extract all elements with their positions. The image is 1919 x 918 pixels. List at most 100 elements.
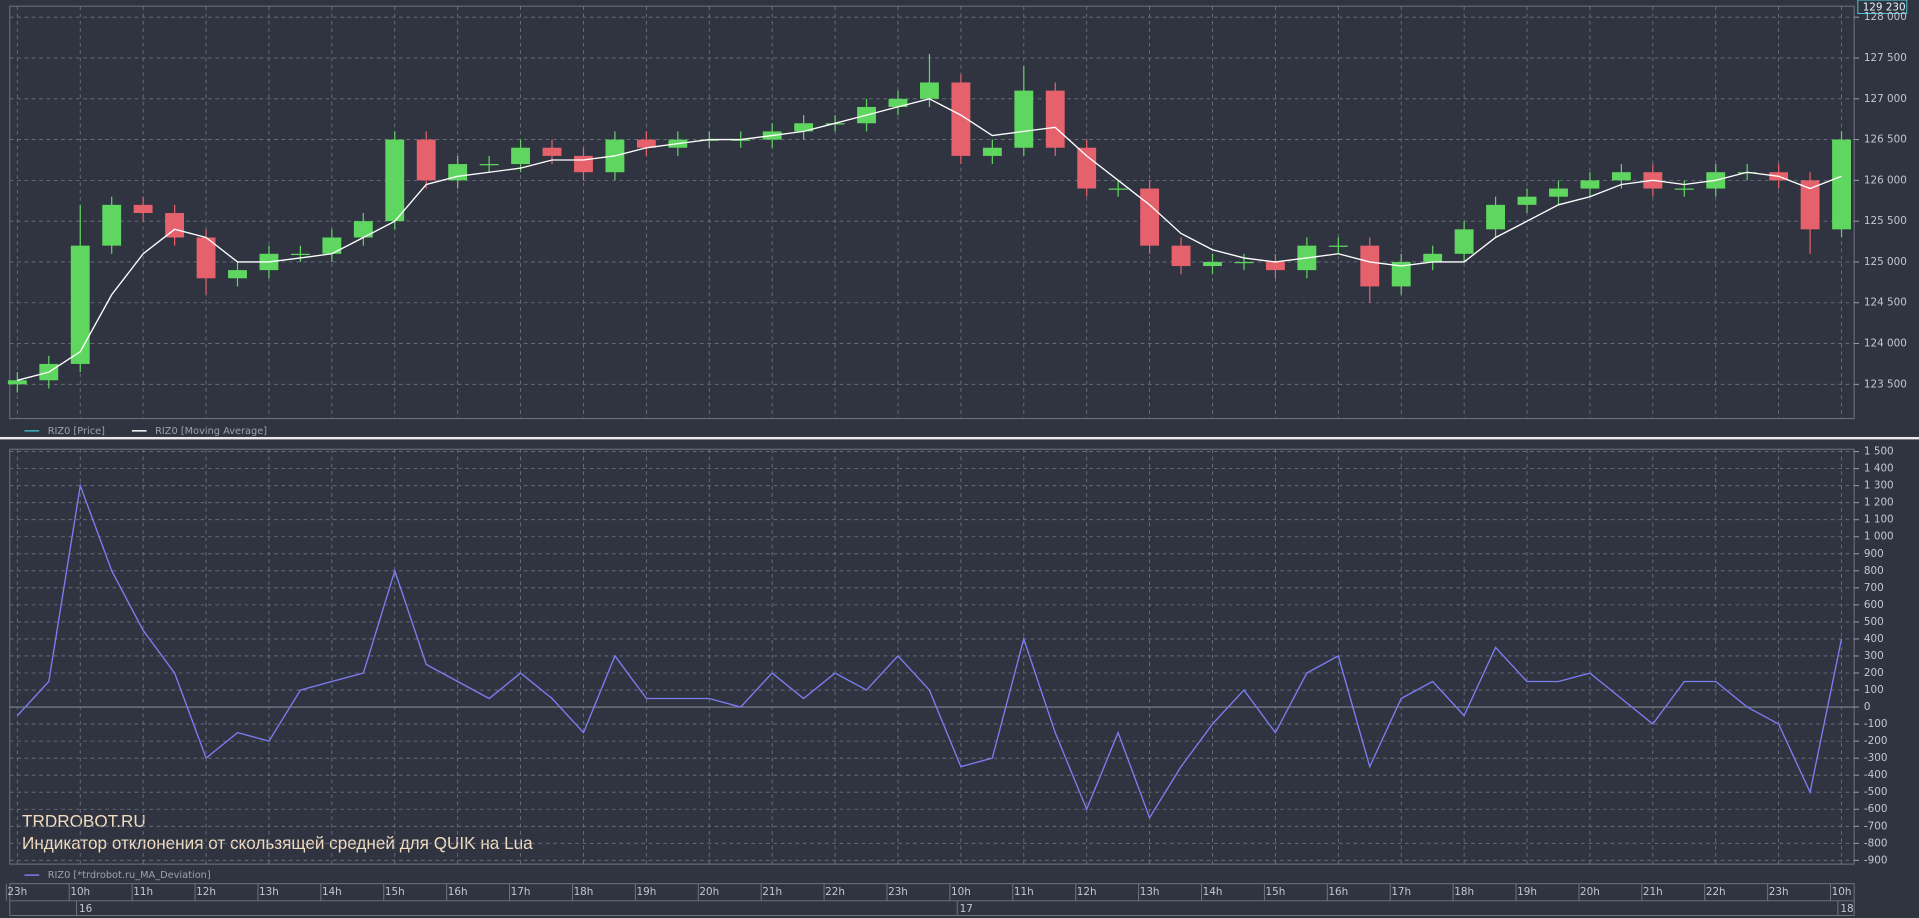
- x-tick-label: 16h: [448, 886, 468, 898]
- y-tick-label: -600: [1864, 803, 1888, 815]
- y-tick-label: 128 000: [1864, 11, 1907, 23]
- candle-body: [70, 245, 90, 364]
- y-tick-label: -400: [1864, 769, 1888, 781]
- legend-label: RIZ0 [Moving Average]: [155, 426, 267, 437]
- y-tick-label: 1 300: [1864, 480, 1894, 492]
- x-tick-label: 21h: [762, 886, 782, 898]
- x-tick-label: 22h: [825, 886, 845, 898]
- candle-body: [353, 221, 373, 238]
- candle-body: [1486, 204, 1506, 230]
- candle-body: [920, 82, 939, 99]
- candle-body: [1077, 147, 1097, 189]
- candle-body: [1014, 90, 1034, 148]
- candle-body: [479, 164, 499, 166]
- x-tick-label: 22h: [1706, 886, 1726, 898]
- candle-body: [1108, 188, 1128, 190]
- candle-body: [7, 380, 27, 385]
- y-tick-label: 200: [1864, 667, 1884, 679]
- y-tick-label: 126 500: [1864, 134, 1907, 146]
- x-tick-label: 17h: [1391, 886, 1411, 898]
- y-tick-label: -800: [1864, 837, 1888, 849]
- y-tick-label: 123 500: [1864, 378, 1907, 390]
- x-tick-label: 18h: [574, 886, 594, 898]
- y-tick-label: 127 000: [1864, 93, 1907, 105]
- candle-body: [1360, 245, 1380, 287]
- x-tick-label: 12h: [1077, 886, 1097, 898]
- y-tick-label: 124 000: [1864, 338, 1907, 350]
- candle-body: [1265, 261, 1285, 271]
- y-tick-label: 1 100: [1864, 514, 1894, 526]
- legend-label: RIZ0 [Price]: [48, 426, 105, 437]
- candle-body: [1045, 90, 1065, 148]
- x-tick-label: 10h: [951, 886, 971, 898]
- price-pane: [9, 5, 1855, 420]
- y-tick-label: -100: [1864, 718, 1888, 730]
- candle-body: [196, 237, 216, 279]
- y-tick-label: 400: [1864, 633, 1884, 645]
- last-price-box: [1857, 0, 1908, 15]
- line-series: [17, 98, 1842, 381]
- day-label: 16: [79, 903, 92, 915]
- x-tick-label: 18h: [1454, 886, 1474, 898]
- candle-body: [1203, 261, 1222, 267]
- time-axis: [9, 883, 1855, 916]
- legend-label: RIZ0 [*trdrobot.ru_MA_Deviation]: [48, 870, 211, 881]
- line-series: [16, 483, 1843, 820]
- candle-body: [1328, 245, 1348, 247]
- candle-body: [165, 213, 185, 238]
- x-tick-label: 10h: [70, 886, 90, 898]
- x-tick-label: 15h: [385, 886, 405, 898]
- x-tick-label: 15h: [1266, 886, 1286, 898]
- y-tick-label: 124 500: [1864, 297, 1907, 309]
- x-tick-label: 20h: [1580, 886, 1600, 898]
- x-tick-label: 11h: [1014, 886, 1034, 898]
- x-tick-label: 23h: [7, 886, 27, 898]
- y-tick-label: 800: [1864, 565, 1884, 577]
- y-tick-label: -200: [1864, 735, 1888, 747]
- candle-body: [1517, 196, 1537, 205]
- day-label: 18: [1840, 903, 1853, 915]
- y-tick-label: 500: [1864, 616, 1884, 628]
- x-tick-label: 21h: [1643, 886, 1663, 898]
- y-tick-label: 1 500: [1864, 446, 1894, 458]
- watermark: TRDROBOT.RU: [22, 811, 146, 831]
- x-tick-label: 23h: [1769, 886, 1789, 898]
- candle-body: [542, 147, 562, 156]
- x-tick-label: 19h: [636, 886, 656, 898]
- candle-body: [1580, 180, 1600, 189]
- candle-body: [228, 270, 247, 279]
- candle-body: [1234, 261, 1254, 264]
- candle-body: [636, 139, 656, 148]
- day-label: 17: [960, 903, 973, 915]
- indicator-pane: [9, 448, 1855, 865]
- candle-body: [1549, 188, 1568, 197]
- x-tick-label: 10h: [1832, 886, 1852, 898]
- y-tick-label: 0: [1864, 701, 1871, 713]
- x-tick-label: 20h: [699, 886, 719, 898]
- candle-body: [511, 147, 531, 165]
- x-tick-label: 14h: [322, 886, 342, 898]
- candle-body: [1454, 229, 1474, 254]
- candle-body: [133, 204, 153, 214]
- y-tick-label: -700: [1864, 820, 1888, 832]
- y-tick-label: 900: [1864, 548, 1884, 560]
- candle-body: [982, 147, 1002, 156]
- pane-separator: [0, 436, 1919, 440]
- candle-body: [1423, 253, 1443, 262]
- candle-body: [574, 155, 593, 173]
- candle-body: [951, 82, 971, 156]
- x-tick-label: 11h: [133, 886, 153, 898]
- y-tick-label: 125 000: [1864, 256, 1907, 268]
- y-tick-label: 300: [1864, 650, 1884, 662]
- y-tick-label: 127 500: [1864, 52, 1907, 64]
- candle-body: [1611, 172, 1631, 181]
- x-tick-label: 14h: [1203, 886, 1223, 898]
- candle-body: [1800, 180, 1820, 230]
- y-tick-label: 1 000: [1864, 531, 1894, 543]
- x-tick-label: 17h: [511, 886, 531, 898]
- y-tick-label: 1 400: [1864, 463, 1894, 475]
- x-tick-label: 16h: [1328, 886, 1348, 898]
- y-tick-label: -500: [1864, 786, 1888, 798]
- x-tick-label: 13h: [259, 886, 279, 898]
